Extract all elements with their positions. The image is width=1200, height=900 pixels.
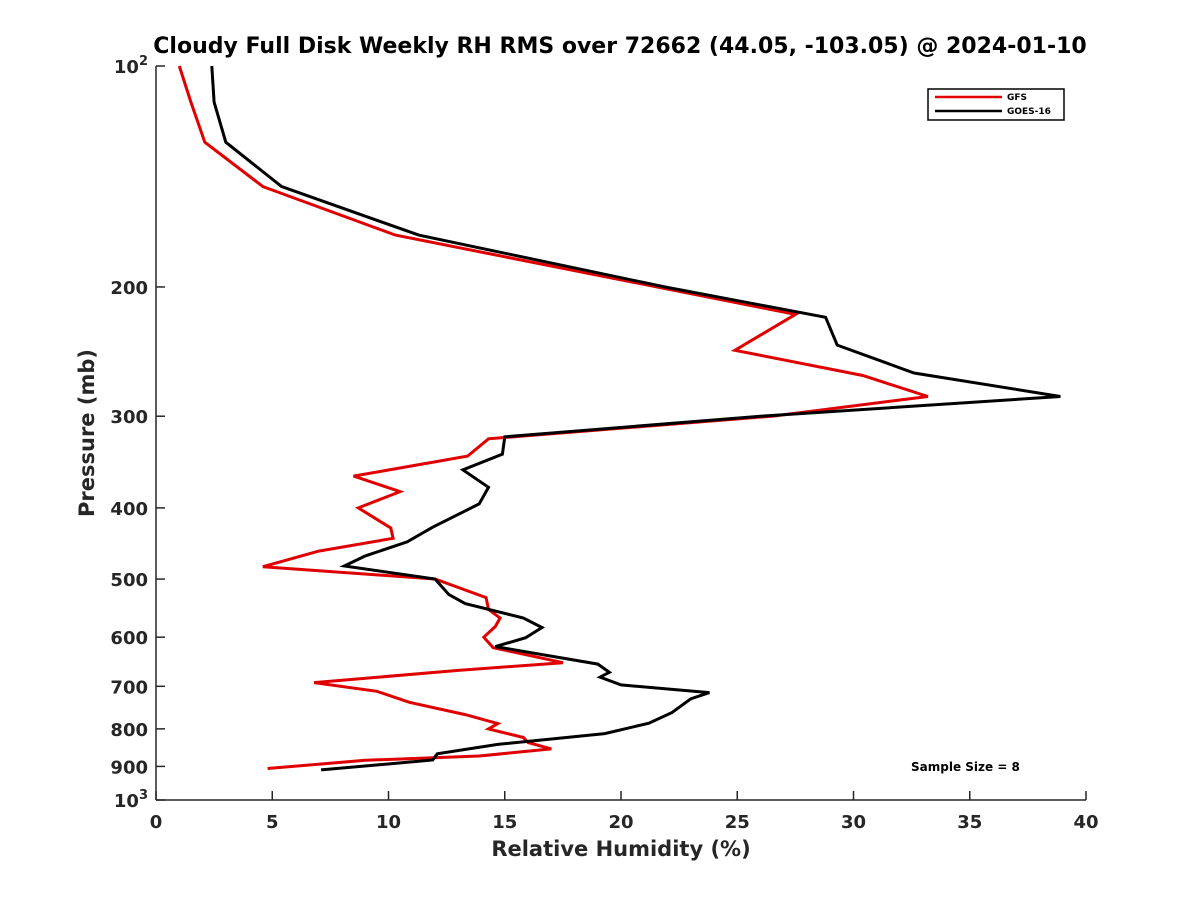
x-tick-label: 20 <box>608 812 633 833</box>
x-tick-label: 5 <box>266 812 279 833</box>
y-tick-label: 300 <box>110 407 148 428</box>
x-tick-label: 15 <box>492 812 517 833</box>
plot-axes <box>155 66 1086 801</box>
x-tick-label: 10 <box>376 812 401 833</box>
legend-label-goes16: GOES-16 <box>1007 107 1051 117</box>
chart-title: Cloudy Full Disk Weekly RH RMS over 7266… <box>153 34 1086 59</box>
x-axis-label: Relative Humidity (%) <box>491 837 750 861</box>
y-tick-label: 700 <box>110 677 148 698</box>
sample-size-annotation: Sample Size = 8 <box>911 760 1020 774</box>
y-tick-label: 103 <box>114 788 148 812</box>
y-tick-label: 400 <box>110 499 148 520</box>
y-tick-label: 500 <box>110 570 148 591</box>
legend-label-gfs: GFS <box>1007 93 1027 103</box>
y-tick-label: 600 <box>110 628 148 649</box>
y-ticks: 102 200 300 400 500 600 700 800 900 103 <box>110 54 165 812</box>
legend: GFS GOES-16 <box>927 88 1065 121</box>
x-tick-label: 35 <box>957 812 982 833</box>
series-line-goes16 <box>210 65 1061 772</box>
series-lines <box>177 65 1061 772</box>
y-axis-label: Pressure (mb) <box>75 349 99 517</box>
y-tick-label: 200 <box>110 278 148 299</box>
legend-box <box>927 88 1065 121</box>
x-ticks: 0 5 10 15 20 25 30 35 40 <box>150 791 1099 833</box>
x-tick-label: 25 <box>725 812 750 833</box>
y-tick-label: 900 <box>110 757 148 778</box>
series-line-gfs <box>177 65 929 770</box>
x-tick-label: 0 <box>150 812 163 833</box>
y-tick-label: 800 <box>110 720 148 741</box>
x-tick-label: 30 <box>841 812 866 833</box>
y-tick-label: 102 <box>114 54 148 78</box>
x-tick-label: 40 <box>1073 812 1098 833</box>
